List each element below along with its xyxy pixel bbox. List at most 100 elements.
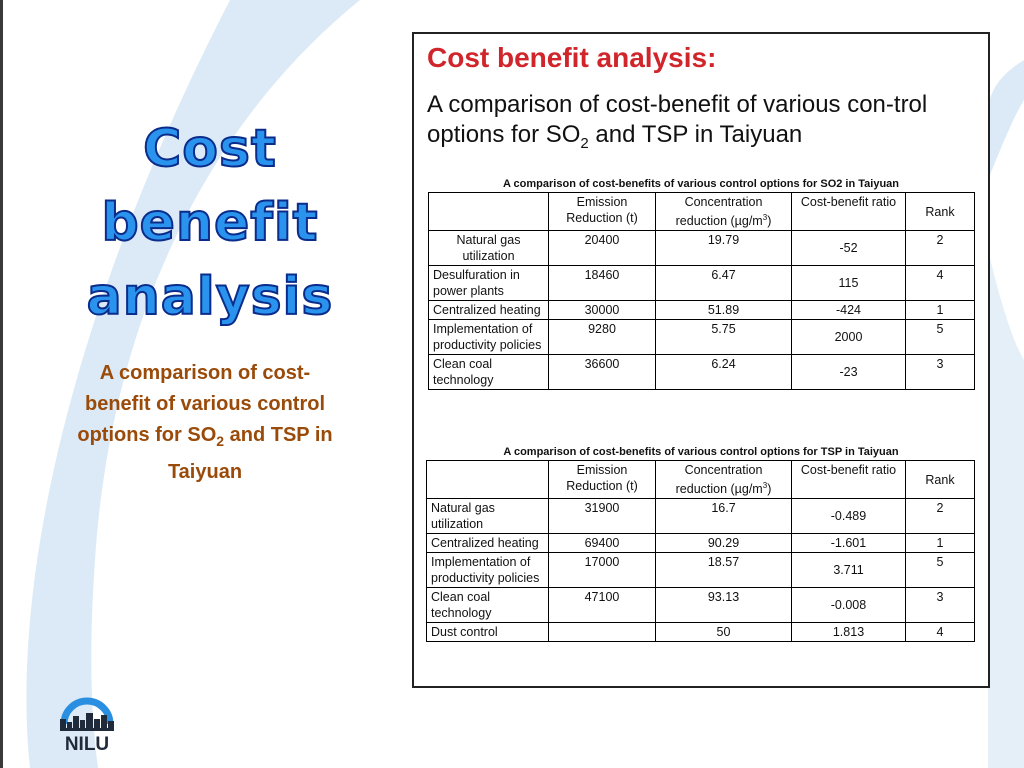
rank-cell: 1 bbox=[905, 300, 975, 321]
table-row: Clean coal technology 47100 93.13 -0.008 3 bbox=[426, 587, 975, 624]
slide-subtitle: A comparison of cost-benefit of various … bbox=[70, 358, 340, 488]
header-concentration-superscript: 3 bbox=[762, 481, 768, 490]
title-line: Cost bbox=[142, 118, 277, 180]
concentration-cell: 51.89 bbox=[655, 300, 792, 321]
nilu-logo: NILU bbox=[52, 686, 122, 756]
table-row: Implementation of productivity policies 9… bbox=[428, 319, 975, 356]
table-row: Centralized heating 30000 51.89 -424 1 bbox=[428, 300, 975, 321]
option-cell: Dust control bbox=[426, 622, 549, 643]
subtitle-text: A comparison of cost-benefit of various … bbox=[77, 362, 326, 446]
header-rank: Rank bbox=[905, 459, 975, 500]
table-header-row: Emission Reduction (t) Concentration red… bbox=[428, 191, 975, 232]
option-cell: Desulfuration in power plants bbox=[428, 265, 549, 302]
header-concentration-text: Concentration reduction (µg/m bbox=[675, 463, 763, 497]
rank-cell: 4 bbox=[905, 622, 975, 643]
figure-heading: Cost benefit analysis: bbox=[427, 42, 717, 73]
option-cell: Clean coal technology bbox=[426, 587, 549, 624]
figure-subheading-text: A comparison of cost-benefit of various … bbox=[427, 91, 928, 148]
emission-cell: 20400 bbox=[548, 230, 656, 267]
option-cell: Implementation of productivity policies bbox=[428, 319, 549, 356]
subtitle-text-end: and TSP in Taiyuan bbox=[167, 424, 333, 483]
option-cell: Centralized heating bbox=[428, 300, 549, 321]
slide-title: Cost benefit analysis bbox=[60, 112, 360, 334]
header-concentration-superscript: 3 bbox=[762, 213, 768, 222]
rank-cell: 4 bbox=[905, 265, 975, 302]
emission-cell: 17000 bbox=[548, 552, 656, 589]
table-row: Dust control 50 1.813 4 bbox=[426, 622, 975, 643]
left-edge-bar bbox=[0, 0, 3, 768]
cost-benefit-cell: -23 bbox=[791, 354, 906, 391]
concentration-cell: 18.57 bbox=[655, 552, 792, 589]
emission-cell: 69400 bbox=[548, 533, 656, 554]
header-emission: Emission Reduction (t) bbox=[548, 459, 656, 500]
concentration-cell: 50 bbox=[655, 622, 792, 643]
figure-subheading-text-end: and TSP in Taiyuan bbox=[588, 121, 803, 148]
concentration-cell: 6.47 bbox=[655, 265, 792, 302]
cost-benefit-cell: -424 bbox=[791, 300, 906, 321]
concentration-cell: 16.7 bbox=[655, 498, 792, 535]
emission-cell: 30000 bbox=[548, 300, 656, 321]
header-concentration: Concentration reduction (µg/m3) bbox=[655, 191, 792, 232]
cost-benefit-cell: 3.711 bbox=[791, 552, 906, 589]
tsp-table: Emission Reduction (t) Concentration red… bbox=[426, 459, 975, 643]
header-concentration-text: Concentration reduction (µg/m bbox=[675, 195, 763, 229]
rank-cell: 5 bbox=[905, 552, 975, 589]
cost-benefit-cell: -52 bbox=[791, 230, 906, 267]
table-row: Implementation of productivity policies 1… bbox=[426, 552, 975, 589]
option-cell: Natural gas utilization bbox=[428, 230, 549, 267]
logo-text: NILU bbox=[64, 734, 110, 755]
header-rank: Rank bbox=[905, 191, 975, 232]
title-line: benefit bbox=[100, 192, 319, 254]
table-row: Desulfuration in power plants 18460 6.47 11… bbox=[428, 265, 975, 302]
emission-cell: 36600 bbox=[548, 354, 656, 391]
header-cost-benefit: Cost-benefit ratio bbox=[791, 191, 906, 232]
header-emission: Emission Reduction (t) bbox=[548, 191, 656, 232]
cost-benefit-cell: 2000 bbox=[791, 319, 906, 356]
cost-benefit-cell: 1.813 bbox=[791, 622, 906, 643]
figure-panel: Cost benefit analysis: A comparison of c… bbox=[412, 32, 990, 688]
concentration-cell: 5.75 bbox=[655, 319, 792, 356]
tsp-table-caption: A comparison of cost-benefits of various… bbox=[503, 446, 899, 458]
title-line: analysis bbox=[86, 266, 334, 328]
so2-table: Emission Reduction (t) Concentration red… bbox=[428, 191, 975, 391]
header-concentration: Concentration reduction (µg/m3) bbox=[655, 459, 792, 500]
subtitle-subscript: 2 bbox=[216, 433, 225, 449]
table-row: Centralized heating 69400 90.29 -1.601 1 bbox=[426, 533, 975, 554]
concentration-cell: 90.29 bbox=[655, 533, 792, 554]
cost-benefit-cell: -1.601 bbox=[791, 533, 906, 554]
table-row: Natural gas utilization 20400 19.79 -52 2 bbox=[428, 230, 975, 267]
concentration-cell: 19.79 bbox=[655, 230, 792, 267]
option-cell: Centralized heating bbox=[426, 533, 549, 554]
concentration-cell: 6.24 bbox=[655, 354, 792, 391]
table-header-row: Emission Reduction (t) Concentration red… bbox=[426, 459, 975, 500]
figure-subheading: A comparison of cost-benefit of various … bbox=[427, 90, 987, 159]
emission-cell: 18460 bbox=[548, 265, 656, 302]
option-cell: Natural gas utilization bbox=[426, 498, 549, 535]
emission-cell: 31900 bbox=[548, 498, 656, 535]
cost-benefit-cell: -0.489 bbox=[791, 498, 906, 535]
header-concentration-end: ) bbox=[767, 214, 772, 229]
emission-cell: 9280 bbox=[548, 319, 656, 356]
so2-table-caption: A comparison of cost-benefits of various… bbox=[502, 178, 900, 190]
header-option bbox=[426, 459, 549, 500]
header-option bbox=[428, 191, 549, 232]
figure-subheading-subscript: 2 bbox=[580, 134, 589, 152]
option-cell: Implementation of productivity policies bbox=[426, 552, 549, 589]
table-row: Clean coal technology 36600 6.24 -23 3 bbox=[428, 354, 975, 391]
rank-cell: 2 bbox=[905, 230, 975, 267]
concentration-cell: 93.13 bbox=[655, 587, 792, 624]
option-cell: Clean coal technology bbox=[428, 354, 549, 391]
emission-cell: 47100 bbox=[548, 587, 656, 624]
emission-cell bbox=[548, 622, 656, 643]
logo-icon bbox=[60, 697, 114, 731]
cost-benefit-cell: -0.008 bbox=[791, 587, 906, 624]
rank-cell: 3 bbox=[905, 587, 975, 624]
header-concentration-end: ) bbox=[767, 482, 772, 497]
rank-cell: 1 bbox=[905, 533, 975, 554]
table-row: Natural gas utilization 31900 16.7 -0.489 2 bbox=[426, 498, 975, 535]
cost-benefit-cell: 115 bbox=[791, 265, 906, 302]
header-cost-benefit: Cost-benefit ratio bbox=[791, 459, 906, 500]
rank-cell: 5 bbox=[905, 319, 975, 356]
rank-cell: 3 bbox=[905, 354, 975, 391]
